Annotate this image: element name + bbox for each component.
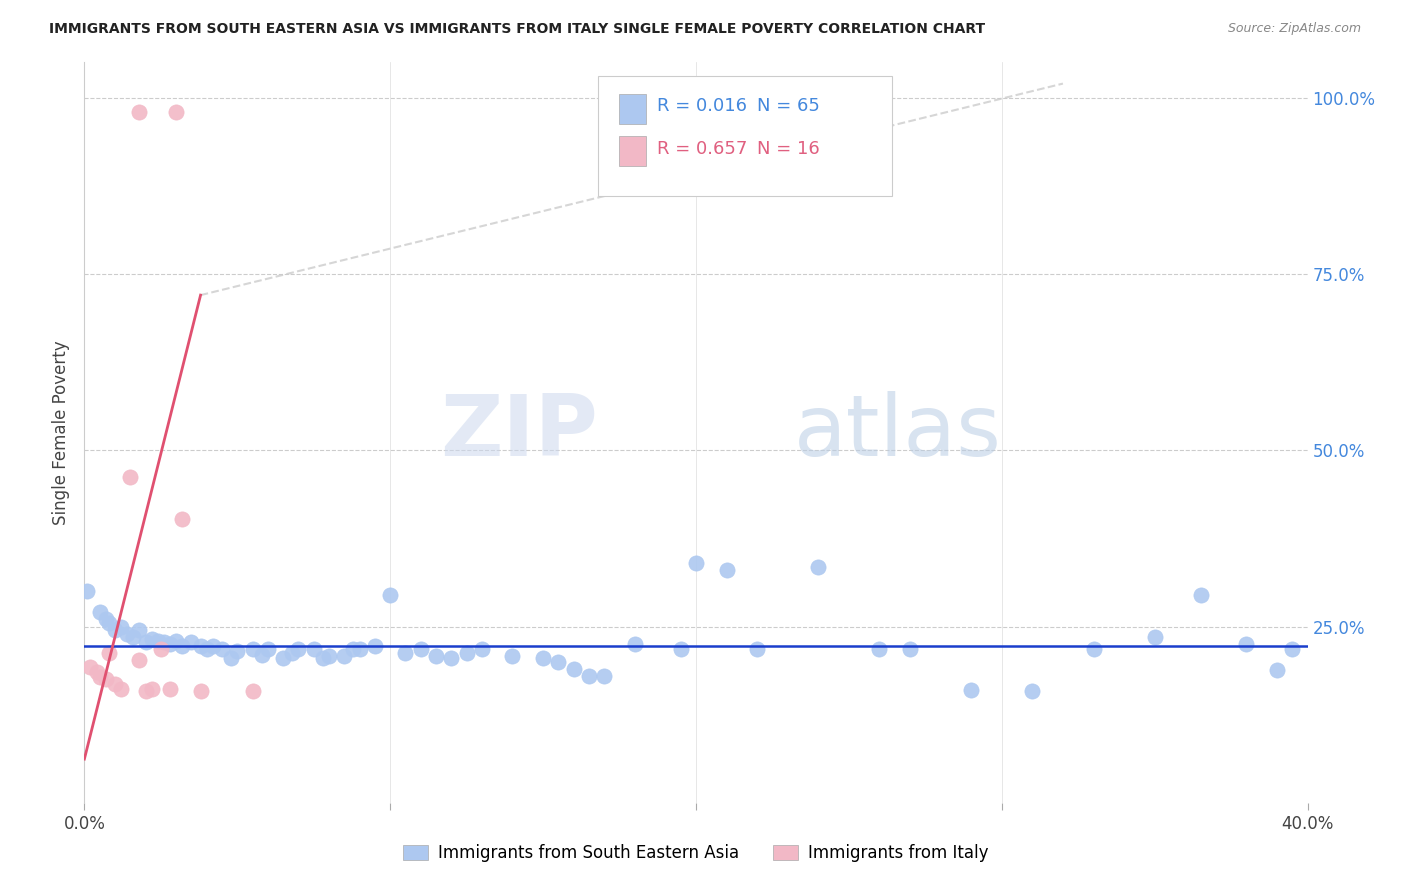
Point bbox=[1265, 663, 1288, 677]
Point bbox=[302, 642, 325, 657]
Point bbox=[502, 649, 524, 664]
Point bbox=[287, 642, 309, 657]
Point bbox=[122, 630, 145, 644]
Point bbox=[349, 642, 371, 657]
Point bbox=[201, 640, 224, 654]
Point bbox=[471, 642, 494, 657]
Point bbox=[153, 635, 176, 649]
Point bbox=[1021, 684, 1043, 698]
Point bbox=[685, 556, 707, 570]
FancyBboxPatch shape bbox=[619, 95, 645, 124]
Text: N = 65: N = 65 bbox=[758, 97, 820, 115]
Point bbox=[97, 646, 120, 660]
Point bbox=[226, 644, 249, 658]
Point bbox=[1189, 588, 1212, 602]
Point bbox=[172, 512, 194, 526]
Point bbox=[624, 637, 647, 651]
Point bbox=[562, 662, 585, 676]
FancyBboxPatch shape bbox=[598, 76, 891, 195]
Legend: Immigrants from South Eastern Asia, Immigrants from Italy: Immigrants from South Eastern Asia, Immi… bbox=[396, 838, 995, 869]
Point bbox=[97, 615, 120, 630]
Point bbox=[531, 651, 554, 665]
Point bbox=[364, 640, 387, 654]
Point bbox=[172, 640, 194, 654]
Point bbox=[190, 684, 212, 698]
Point bbox=[159, 637, 181, 651]
Point bbox=[135, 684, 157, 698]
Point bbox=[165, 104, 187, 119]
FancyBboxPatch shape bbox=[619, 136, 645, 166]
Point bbox=[342, 642, 364, 657]
Point bbox=[807, 559, 830, 574]
Point bbox=[409, 642, 432, 657]
Point bbox=[135, 635, 157, 649]
Point bbox=[593, 669, 616, 683]
Point bbox=[380, 588, 402, 602]
Point bbox=[89, 670, 111, 684]
Point bbox=[94, 673, 117, 687]
Point bbox=[104, 677, 127, 691]
Point bbox=[869, 642, 891, 657]
Text: N = 16: N = 16 bbox=[758, 140, 820, 158]
Point bbox=[128, 104, 150, 119]
Point bbox=[312, 651, 335, 665]
Point bbox=[89, 606, 111, 620]
Point bbox=[94, 612, 117, 626]
Point bbox=[195, 642, 218, 657]
Point bbox=[146, 633, 169, 648]
Point bbox=[79, 660, 101, 674]
Text: ZIP: ZIP bbox=[440, 391, 598, 475]
Point bbox=[747, 642, 769, 657]
Point bbox=[547, 655, 569, 669]
Text: atlas: atlas bbox=[794, 391, 1002, 475]
Point bbox=[110, 619, 132, 633]
Point bbox=[104, 623, 127, 637]
Point bbox=[1236, 637, 1258, 651]
Point bbox=[1143, 630, 1166, 644]
Point bbox=[250, 648, 273, 662]
Point bbox=[425, 649, 447, 664]
Point bbox=[242, 684, 264, 698]
Point bbox=[190, 640, 212, 654]
Point bbox=[165, 633, 187, 648]
Point bbox=[120, 470, 142, 484]
Point bbox=[110, 681, 132, 696]
Point bbox=[1083, 642, 1105, 657]
Point bbox=[76, 584, 98, 599]
Text: R = 0.016: R = 0.016 bbox=[657, 97, 747, 115]
Point bbox=[281, 646, 304, 660]
Point bbox=[716, 563, 738, 577]
Point bbox=[440, 651, 463, 665]
Point bbox=[128, 653, 150, 667]
Point bbox=[86, 665, 108, 680]
Point bbox=[394, 646, 416, 660]
Point bbox=[180, 635, 202, 649]
Point bbox=[456, 646, 478, 660]
Point bbox=[960, 683, 983, 698]
Text: IMMIGRANTS FROM SOUTH EASTERN ASIA VS IMMIGRANTS FROM ITALY SINGLE FEMALE POVERT: IMMIGRANTS FROM SOUTH EASTERN ASIA VS IM… bbox=[49, 22, 986, 37]
Point bbox=[333, 649, 356, 664]
Point bbox=[219, 651, 242, 665]
Point bbox=[242, 642, 264, 657]
Y-axis label: Single Female Poverty: Single Female Poverty bbox=[52, 341, 70, 524]
Point bbox=[149, 642, 172, 657]
Point bbox=[128, 623, 150, 637]
Point bbox=[578, 669, 600, 683]
Point bbox=[898, 642, 921, 657]
Point bbox=[115, 626, 138, 640]
Point bbox=[141, 681, 163, 696]
Point bbox=[257, 642, 280, 657]
Point bbox=[271, 651, 294, 665]
Point bbox=[1281, 642, 1303, 657]
Point bbox=[211, 642, 233, 657]
Text: Source: ZipAtlas.com: Source: ZipAtlas.com bbox=[1227, 22, 1361, 36]
Point bbox=[141, 632, 163, 647]
Point bbox=[669, 642, 692, 657]
Text: R = 0.657: R = 0.657 bbox=[657, 140, 747, 158]
Point bbox=[159, 681, 181, 696]
Point bbox=[318, 649, 340, 664]
